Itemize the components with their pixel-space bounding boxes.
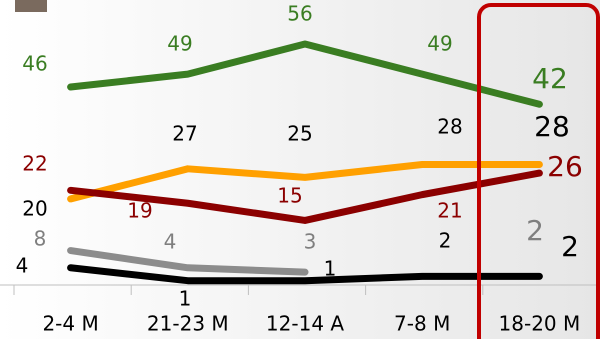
series-line bbox=[67, 161, 543, 203]
highlight-box bbox=[477, 3, 600, 339]
data-label: 49 bbox=[427, 32, 452, 56]
x-tick-label: 12-14 A bbox=[266, 312, 344, 336]
data-label: 1 bbox=[324, 257, 337, 281]
x-tick-label: 18-20 M bbox=[499, 312, 581, 336]
data-label: 26 bbox=[547, 150, 583, 183]
data-label: 8 bbox=[34, 227, 47, 251]
data-label: 46 bbox=[22, 52, 47, 76]
photo-fragment bbox=[15, 0, 47, 12]
x-tick-label: 2-4 M bbox=[42, 312, 98, 336]
data-label: 2 bbox=[561, 230, 579, 263]
data-label: 3 bbox=[304, 230, 317, 254]
data-label: 2 bbox=[439, 229, 452, 253]
x-tick-label: 7-8 M bbox=[394, 312, 450, 336]
data-label: 27 bbox=[172, 122, 197, 146]
data-label: 28 bbox=[534, 110, 570, 143]
data-label: 15 bbox=[277, 184, 302, 208]
x-tick-label: 21-23 M bbox=[147, 312, 229, 336]
series-line bbox=[67, 169, 543, 224]
data-label: 21 bbox=[437, 199, 462, 223]
data-label: 1 bbox=[179, 287, 192, 311]
series-line bbox=[67, 264, 543, 285]
data-label: 25 bbox=[287, 122, 312, 146]
data-label: 4 bbox=[16, 254, 29, 278]
series-line bbox=[67, 247, 309, 276]
data-label: 28 bbox=[437, 115, 462, 139]
data-label: 19 bbox=[127, 199, 152, 223]
data-label: 22 bbox=[22, 152, 47, 176]
data-label: 49 bbox=[167, 32, 192, 56]
data-label: 56 bbox=[287, 2, 312, 26]
data-label: 2 bbox=[526, 214, 544, 247]
data-label: 4 bbox=[164, 230, 177, 254]
data-label: 42 bbox=[532, 62, 568, 95]
data-label: 20 bbox=[22, 197, 47, 221]
series-line bbox=[67, 40, 543, 108]
